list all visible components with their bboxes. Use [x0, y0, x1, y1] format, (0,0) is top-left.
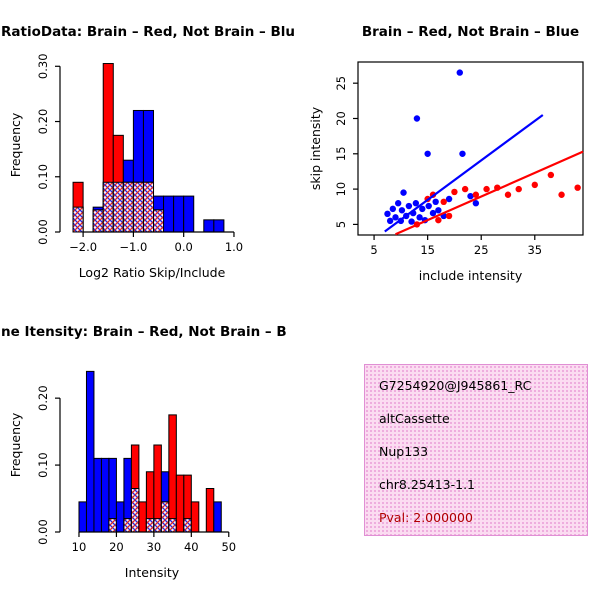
- panel-intensity-scatter: Brain – Red, Not Brain – Blue 5 15 25 35 5 10 1…: [300, 0, 600, 300]
- x-tick-label: −1.0: [119, 240, 147, 254]
- y-tick-label: 0.10: [36, 164, 50, 190]
- chart-title: Brain – Red, Not Brain – Blue: [362, 24, 579, 40]
- y-tick-label: 0.10: [36, 452, 50, 478]
- x-tick-label: 20: [109, 540, 124, 554]
- y-tick-label: 0.00: [36, 519, 50, 545]
- x-tick-label: −2.0: [69, 240, 97, 254]
- y-tick-label: 25: [334, 76, 348, 91]
- panel-gene-info: G7254920@J945861_RC altCassette Nup133 c…: [300, 300, 600, 600]
- y-tick-label: 10: [334, 182, 348, 197]
- x-axis-label: include intensity: [419, 268, 523, 283]
- y-axis-label: Frequency: [8, 412, 23, 477]
- panel-intensity-histogram: ne Itensity: Brain – Red, Not Brain – B 1…: [0, 300, 300, 600]
- y-axis-label: Frequency: [8, 112, 23, 177]
- y-tick-label: 0.20: [36, 385, 50, 411]
- x-tick-label: 5: [370, 243, 377, 257]
- chart-title: ne Itensity: Brain – Red, Not Brain – B: [1, 324, 287, 340]
- x-tick-label: 40: [184, 540, 199, 554]
- chart-title: RatioData: Brain – Red, Not Brain – Blu: [1, 24, 295, 40]
- y-tick-label: 5: [334, 221, 348, 228]
- x-tick-label: 25: [474, 243, 489, 257]
- y-tick-label: 15: [334, 146, 348, 161]
- y-tick-label: 0.20: [36, 109, 50, 135]
- x-axis-label: Log2 Ratio Skip/Include: [79, 265, 226, 280]
- gene-id-text: G7254920@J945861_RC: [379, 378, 532, 393]
- x-tick-label: 15: [420, 243, 435, 257]
- y-tick-label: 0.30: [36, 53, 50, 79]
- x-tick-label: 50: [221, 540, 236, 554]
- x-tick-label: 35: [527, 243, 542, 257]
- panel-log-ratio-histogram: RatioData: Brain – Red, Not Brain – Blu −…: [0, 0, 300, 300]
- intensity_scatter-chart: Brain – Red, Not Brain – Blue 5 15 25 35 5 10 1…: [308, 24, 584, 283]
- ratio_hist-chart: RatioData: Brain – Red, Not Brain – Blu −…: [1, 24, 295, 280]
- gene-info-box: G7254920@J945861_RC altCassette Nup133 c…: [364, 364, 588, 536]
- splice-type-text: altCassette: [379, 411, 450, 426]
- x-tick-label: 1.0: [225, 240, 243, 254]
- locus-text: chr8.25413-1.1: [379, 477, 476, 492]
- pval-text: Pval: 2.000000: [379, 510, 473, 525]
- x-tick-label: 30: [147, 540, 162, 554]
- intensity_hist-chart: ne Itensity: Brain – Red, Not Brain – B 1…: [1, 324, 287, 580]
- gene-name-text: Nup133: [379, 444, 429, 459]
- y-tick-label: 0.00: [36, 219, 50, 245]
- x-tick-label: 10: [72, 540, 87, 554]
- y-tick-label: 20: [334, 111, 348, 126]
- x-tick-label: 0.0: [175, 240, 193, 254]
- y-axis-label: skip intensity: [308, 106, 323, 190]
- x-axis-label: Intensity: [125, 565, 180, 580]
